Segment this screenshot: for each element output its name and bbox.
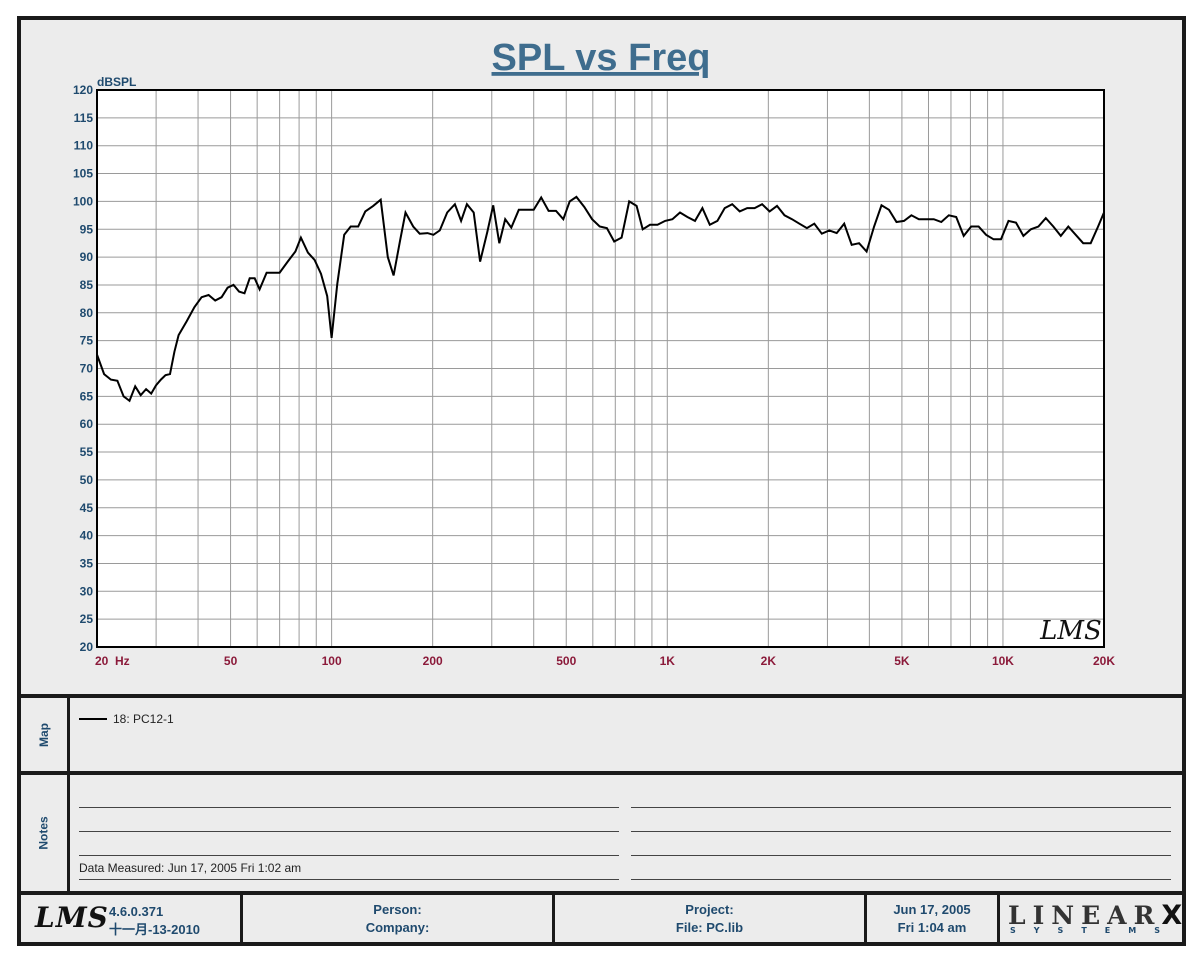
version-date: 十一月-13-2010 xyxy=(109,922,201,937)
divider xyxy=(67,698,70,771)
y-tick-label: 30 xyxy=(80,584,94,598)
brand-x: X xyxy=(1161,900,1183,931)
data-measured: Data Measured: Jun 17, 2005 Fri 1:02 am xyxy=(79,861,302,875)
y-tick-label: 80 xyxy=(80,306,94,320)
y-axis-label: dBSPL xyxy=(97,75,136,89)
legend-label: 18: PC12-1 xyxy=(113,712,174,726)
project-label: Project: xyxy=(685,902,734,917)
company-label: Company: xyxy=(365,920,430,935)
chart-title: SPL vs Freq xyxy=(492,37,711,79)
notes-section: Notes Data Measured: Jun 17, 2005 Fri 1:… xyxy=(21,775,1178,891)
y-tick-label: 75 xyxy=(80,334,94,348)
plot-border xyxy=(96,89,1105,648)
y-tick-label: 85 xyxy=(80,278,94,292)
x-tick-label: 5K xyxy=(894,654,910,668)
lms-logo: LMS xyxy=(35,901,109,934)
report-date: Jun 17, 2005 xyxy=(893,902,971,917)
report-frame: SPL vs Freq dBSPL 120 115 110 105 100 95 90 85 8… xyxy=(17,16,1186,946)
lms-watermark: LMS xyxy=(1039,616,1102,646)
note-line xyxy=(79,831,619,832)
map-label: Map xyxy=(37,722,51,747)
file-label: File: PC.lib xyxy=(675,920,744,935)
divider xyxy=(67,775,70,891)
y-ticks: 120 115 110 105 100 95 90 85 80 75 70 65 60 55 50 45 40 3… xyxy=(73,83,93,654)
brand-name: LINEAR xyxy=(1008,901,1162,930)
y-tick-label: 45 xyxy=(80,501,94,515)
divider xyxy=(552,895,555,942)
note-line xyxy=(631,879,1171,880)
y-tick-label: 95 xyxy=(80,222,94,236)
footer: LMS 4.6.0.371 十一月-13-2010 Person: Compan… xyxy=(21,895,1182,943)
note-line xyxy=(79,807,619,808)
report-time: Fri 1:04 am xyxy=(897,920,967,935)
x-tick-label: 2K xyxy=(761,654,777,668)
y-tick-label: 20 xyxy=(80,640,94,654)
notes-label: Notes xyxy=(37,816,51,850)
person-label: Person: xyxy=(373,902,422,917)
y-tick-label: 40 xyxy=(80,529,94,543)
x-tick-label: 20K xyxy=(1093,654,1115,668)
y-tick-label: 60 xyxy=(80,417,94,431)
legend-swatch xyxy=(79,718,107,720)
y-tick-label: 25 xyxy=(80,612,94,626)
footer-person-cell: Person: Company: xyxy=(243,895,552,943)
series-line-pc12-1 xyxy=(96,195,1105,403)
note-line xyxy=(79,879,619,880)
chart: SPL vs Freq dBSPL 120 115 110 105 100 95 90 85 8… xyxy=(73,37,1115,668)
y-tick-label: 115 xyxy=(74,111,94,125)
divider xyxy=(240,895,243,942)
map-section: Map 18: PC12-1 xyxy=(21,698,1178,771)
x-tick-label: 200 xyxy=(423,654,443,668)
x-ticks: 20 Hz 50 100 200 500 1K 2K 5K 10K 20K xyxy=(95,654,1115,668)
footer-date-cell: Jun 17, 2005 Fri 1:04 am xyxy=(867,895,997,943)
y-tick-label: 70 xyxy=(80,362,94,376)
version: 4.6.0.371 xyxy=(109,904,164,919)
divider xyxy=(21,694,1182,698)
divider xyxy=(21,771,1182,775)
x-tick-label: 50 xyxy=(224,654,238,668)
map-label-box: Map xyxy=(21,698,67,771)
note-line xyxy=(79,855,619,856)
y-tick-label: 120 xyxy=(73,83,93,97)
brand-subtitle: SYSTEMS xyxy=(1010,926,1178,935)
footer-version-cell: LMS 4.6.0.371 十一月-13-2010 xyxy=(21,895,240,943)
divider xyxy=(21,891,1182,895)
x-tick-label: 10K xyxy=(992,654,1014,668)
divider xyxy=(864,895,867,942)
y-tick-label: 55 xyxy=(80,445,94,459)
x-tick-label: 100 xyxy=(322,654,342,668)
x-tick-label: 500 xyxy=(556,654,576,668)
y-tick-label: 50 xyxy=(80,473,94,487)
grid xyxy=(96,89,1105,648)
y-tick-label: 65 xyxy=(80,389,94,403)
note-line xyxy=(631,807,1171,808)
note-line xyxy=(631,831,1171,832)
x-tick-label: 1K xyxy=(660,654,676,668)
y-tick-label: 100 xyxy=(73,194,93,208)
y-tick-label: 110 xyxy=(74,139,94,153)
footer-project-cell: Project: File: PC.lib xyxy=(555,895,864,943)
brand-logo: LINEARX SYSTEMS xyxy=(1000,895,1182,943)
y-tick-label: 90 xyxy=(80,250,94,264)
notes-label-box: Notes xyxy=(21,775,67,891)
y-tick-label: 105 xyxy=(73,167,93,181)
legend-entry: 18: PC12-1 xyxy=(79,712,174,726)
y-tick-label: 35 xyxy=(80,556,94,570)
x-tick-label: 20 Hz xyxy=(95,654,130,668)
divider xyxy=(997,895,1000,942)
note-line xyxy=(631,855,1171,856)
